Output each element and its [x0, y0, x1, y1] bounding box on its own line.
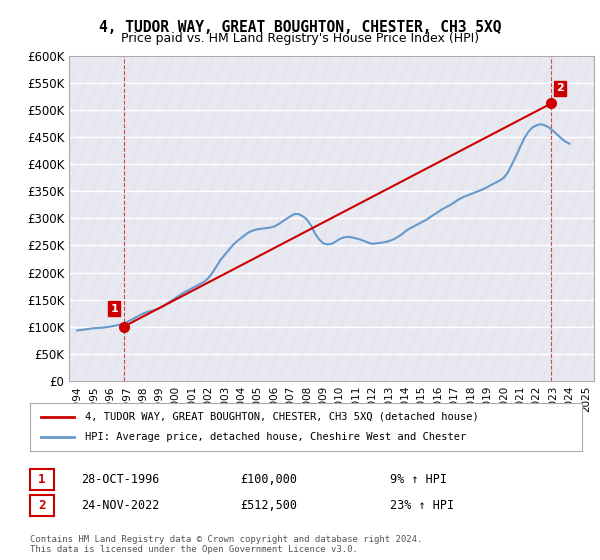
Text: 2: 2 — [556, 83, 564, 94]
Text: 23% ↑ HPI: 23% ↑ HPI — [390, 499, 454, 512]
Text: £512,500: £512,500 — [240, 499, 297, 512]
Text: 24-NOV-2022: 24-NOV-2022 — [81, 499, 160, 512]
Text: Price paid vs. HM Land Registry's House Price Index (HPI): Price paid vs. HM Land Registry's House … — [121, 32, 479, 45]
Text: 4, TUDOR WAY, GREAT BOUGHTON, CHESTER, CH3 5XQ: 4, TUDOR WAY, GREAT BOUGHTON, CHESTER, C… — [99, 20, 501, 35]
Text: 28-OCT-1996: 28-OCT-1996 — [81, 473, 160, 486]
Text: £100,000: £100,000 — [240, 473, 297, 486]
Text: 4, TUDOR WAY, GREAT BOUGHTON, CHESTER, CH3 5XQ (detached house): 4, TUDOR WAY, GREAT BOUGHTON, CHESTER, C… — [85, 412, 479, 422]
Text: 1: 1 — [38, 473, 46, 486]
Text: Contains HM Land Registry data © Crown copyright and database right 2024.
This d: Contains HM Land Registry data © Crown c… — [30, 535, 422, 554]
Text: 1: 1 — [110, 304, 118, 314]
Text: 2: 2 — [38, 499, 46, 512]
Text: 9% ↑ HPI: 9% ↑ HPI — [390, 473, 447, 486]
Text: HPI: Average price, detached house, Cheshire West and Chester: HPI: Average price, detached house, Ches… — [85, 432, 466, 442]
